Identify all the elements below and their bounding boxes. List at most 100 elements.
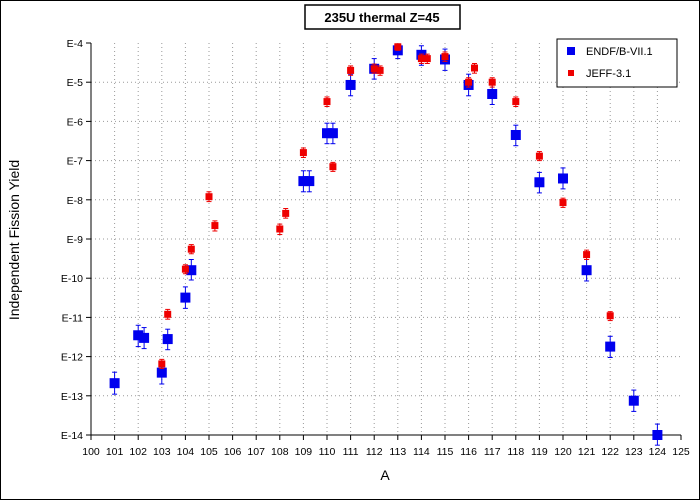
x-tick-label: 116 <box>460 446 477 458</box>
x-tick-label: 115 <box>437 446 454 458</box>
data-point <box>276 225 284 233</box>
x-tick-label: 106 <box>224 446 242 458</box>
chart-title-box <box>304 4 461 30</box>
chart-title: 235U thermal Z=45 <box>324 10 439 25</box>
plot-grid <box>91 43 681 436</box>
x-tick-label: 104 <box>177 446 195 458</box>
data-point <box>187 245 195 253</box>
data-point <box>327 128 338 139</box>
data-point <box>158 360 166 368</box>
y-tick-label: E-10 <box>61 273 83 285</box>
y-tick-label: E-12 <box>61 352 83 364</box>
data-point <box>370 65 378 73</box>
data-point <box>628 395 639 406</box>
y-tick-label: E-4 <box>67 38 84 50</box>
data-point <box>512 98 520 106</box>
x-tick-label: 103 <box>153 446 171 458</box>
data-point <box>583 251 591 259</box>
x-tick-label: 124 <box>649 446 667 458</box>
data-point <box>282 209 290 217</box>
data-point <box>605 341 616 352</box>
data-point <box>323 98 331 106</box>
data-point <box>164 310 172 318</box>
data-point <box>347 66 355 74</box>
data-point <box>109 378 120 389</box>
x-tick-label: 117 <box>484 446 501 458</box>
legend-label-endf: ENDF/B-VII.1 <box>586 46 653 58</box>
x-tick-label: 107 <box>247 446 265 458</box>
data-point <box>345 79 356 90</box>
x-tick-label: 108 <box>271 446 289 458</box>
data-point <box>487 89 498 100</box>
y-tick-label: E-8 <box>67 195 84 207</box>
data-point <box>488 78 496 86</box>
x-tick-label: 122 <box>601 446 619 458</box>
legend: ENDF/B-VII.1 JEFF-3.1 <box>556 38 678 88</box>
data-point <box>186 265 197 276</box>
y-tick-label: E-7 <box>67 156 84 168</box>
data-point <box>471 64 478 72</box>
data-point <box>180 292 191 303</box>
legend-label-jeff: JEFF-3.1 <box>586 68 631 80</box>
x-tick-label: 123 <box>625 446 643 458</box>
y-tick-label: E-13 <box>61 391 83 403</box>
data-point <box>211 222 219 230</box>
data-point <box>322 128 332 139</box>
x-tick-label: 113 <box>389 446 406 458</box>
x-tick-label: 100 <box>82 446 100 458</box>
data-point <box>298 176 309 187</box>
data-point <box>394 43 402 51</box>
x-axis-ticks: 100 101 102 103 104 105 106 107 108 109 110 111 112 1… <box>82 435 690 458</box>
chart-title-group: 235U thermal Z=45 <box>304 4 461 30</box>
data-point <box>133 330 144 341</box>
y-tick-label: E-14 <box>61 430 83 442</box>
data-point <box>162 334 173 345</box>
data-point <box>417 55 425 63</box>
x-tick-label: 114 <box>413 446 430 458</box>
x-tick-label: 119 <box>531 446 548 458</box>
y-axis-title: Independent Fission Yield <box>6 160 22 320</box>
data-point <box>441 53 449 61</box>
legend-swatch-jeff <box>568 70 574 76</box>
data-point <box>423 55 431 63</box>
x-tick-label: 101 <box>106 446 124 458</box>
series-1 <box>158 43 614 369</box>
data-point <box>534 177 545 188</box>
data-point <box>510 129 521 140</box>
x-tick-label: 111 <box>343 446 359 458</box>
x-tick-label: 110 <box>319 446 336 458</box>
data-point <box>376 66 384 74</box>
x-tick-label: 125 <box>672 446 690 458</box>
data-point <box>329 163 337 171</box>
data-point <box>465 78 473 86</box>
x-axis-title: A <box>380 467 390 483</box>
data-point <box>581 265 592 276</box>
legend-swatch-endf <box>567 47 575 55</box>
data-point <box>299 149 307 157</box>
legend-box <box>556 38 678 88</box>
x-tick-label: 109 <box>295 446 313 458</box>
x-tick-label: 121 <box>578 446 596 458</box>
y-tick-label: E-11 <box>62 312 84 324</box>
x-tick-label: 102 <box>129 446 147 458</box>
data-point <box>156 367 167 378</box>
x-tick-label: 105 <box>200 446 218 458</box>
x-tick-label: 120 <box>554 446 572 458</box>
data-point <box>205 193 213 201</box>
data-point <box>181 265 189 273</box>
data-point <box>652 430 663 440</box>
series-layer <box>109 43 663 446</box>
y-tick-label: E-6 <box>67 116 84 128</box>
data-point <box>606 312 614 320</box>
data-point <box>304 176 315 187</box>
data-point <box>559 199 567 207</box>
data-point <box>139 332 150 343</box>
y-tick-label: E-9 <box>67 234 84 246</box>
y-axis-ticks: E-4 E-5 E-6 E-7 E-8 E-9 E-10 E-11 E-12 E-13 E-14 <box>61 38 91 442</box>
data-point <box>535 152 543 160</box>
data-point <box>558 173 568 184</box>
x-tick-label: 118 <box>507 446 524 458</box>
y-tick-label: E-5 <box>67 77 84 89</box>
x-tick-label: 112 <box>366 446 383 458</box>
